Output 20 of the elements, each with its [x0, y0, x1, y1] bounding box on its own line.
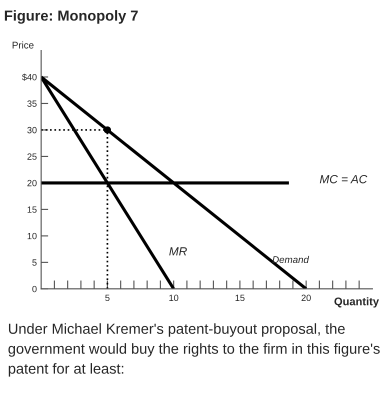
y-tick-label: 5 — [32, 259, 37, 266]
text: MC = AC — [320, 174, 368, 184]
y-tick-label: 25 — [27, 153, 37, 160]
y-tick-label: 15 — [28, 206, 37, 213]
x-tick-label: 20 — [302, 294, 311, 302]
y-tick-label: 10 — [28, 232, 37, 240]
x-tick-label: 10 — [169, 294, 178, 302]
series-label: Demand — [272, 256, 310, 264]
chart-title: Figure: Monopoly 7 — [4, 10, 138, 24]
y-tick-label: 30 — [27, 126, 37, 134]
text: Under Michael Kremer's patent-buyout proposal, the government would buy the rights to the firm in this figure's patent for at least: — [8, 323, 380, 377]
y-tick-label: 20 — [27, 180, 37, 186]
x-tick-label: 15 — [236, 294, 245, 302]
x-axis-title: Quantity — [334, 297, 379, 308]
y-tick-label: 35 — [27, 100, 37, 107]
series-label: MR — [169, 247, 187, 256]
y-tick-label: 0 — [32, 286, 37, 292]
y-axis-title: Price — [12, 41, 34, 49]
x-tick-label: 5 — [105, 294, 110, 302]
y-tick-label: $40 — [22, 74, 37, 81]
